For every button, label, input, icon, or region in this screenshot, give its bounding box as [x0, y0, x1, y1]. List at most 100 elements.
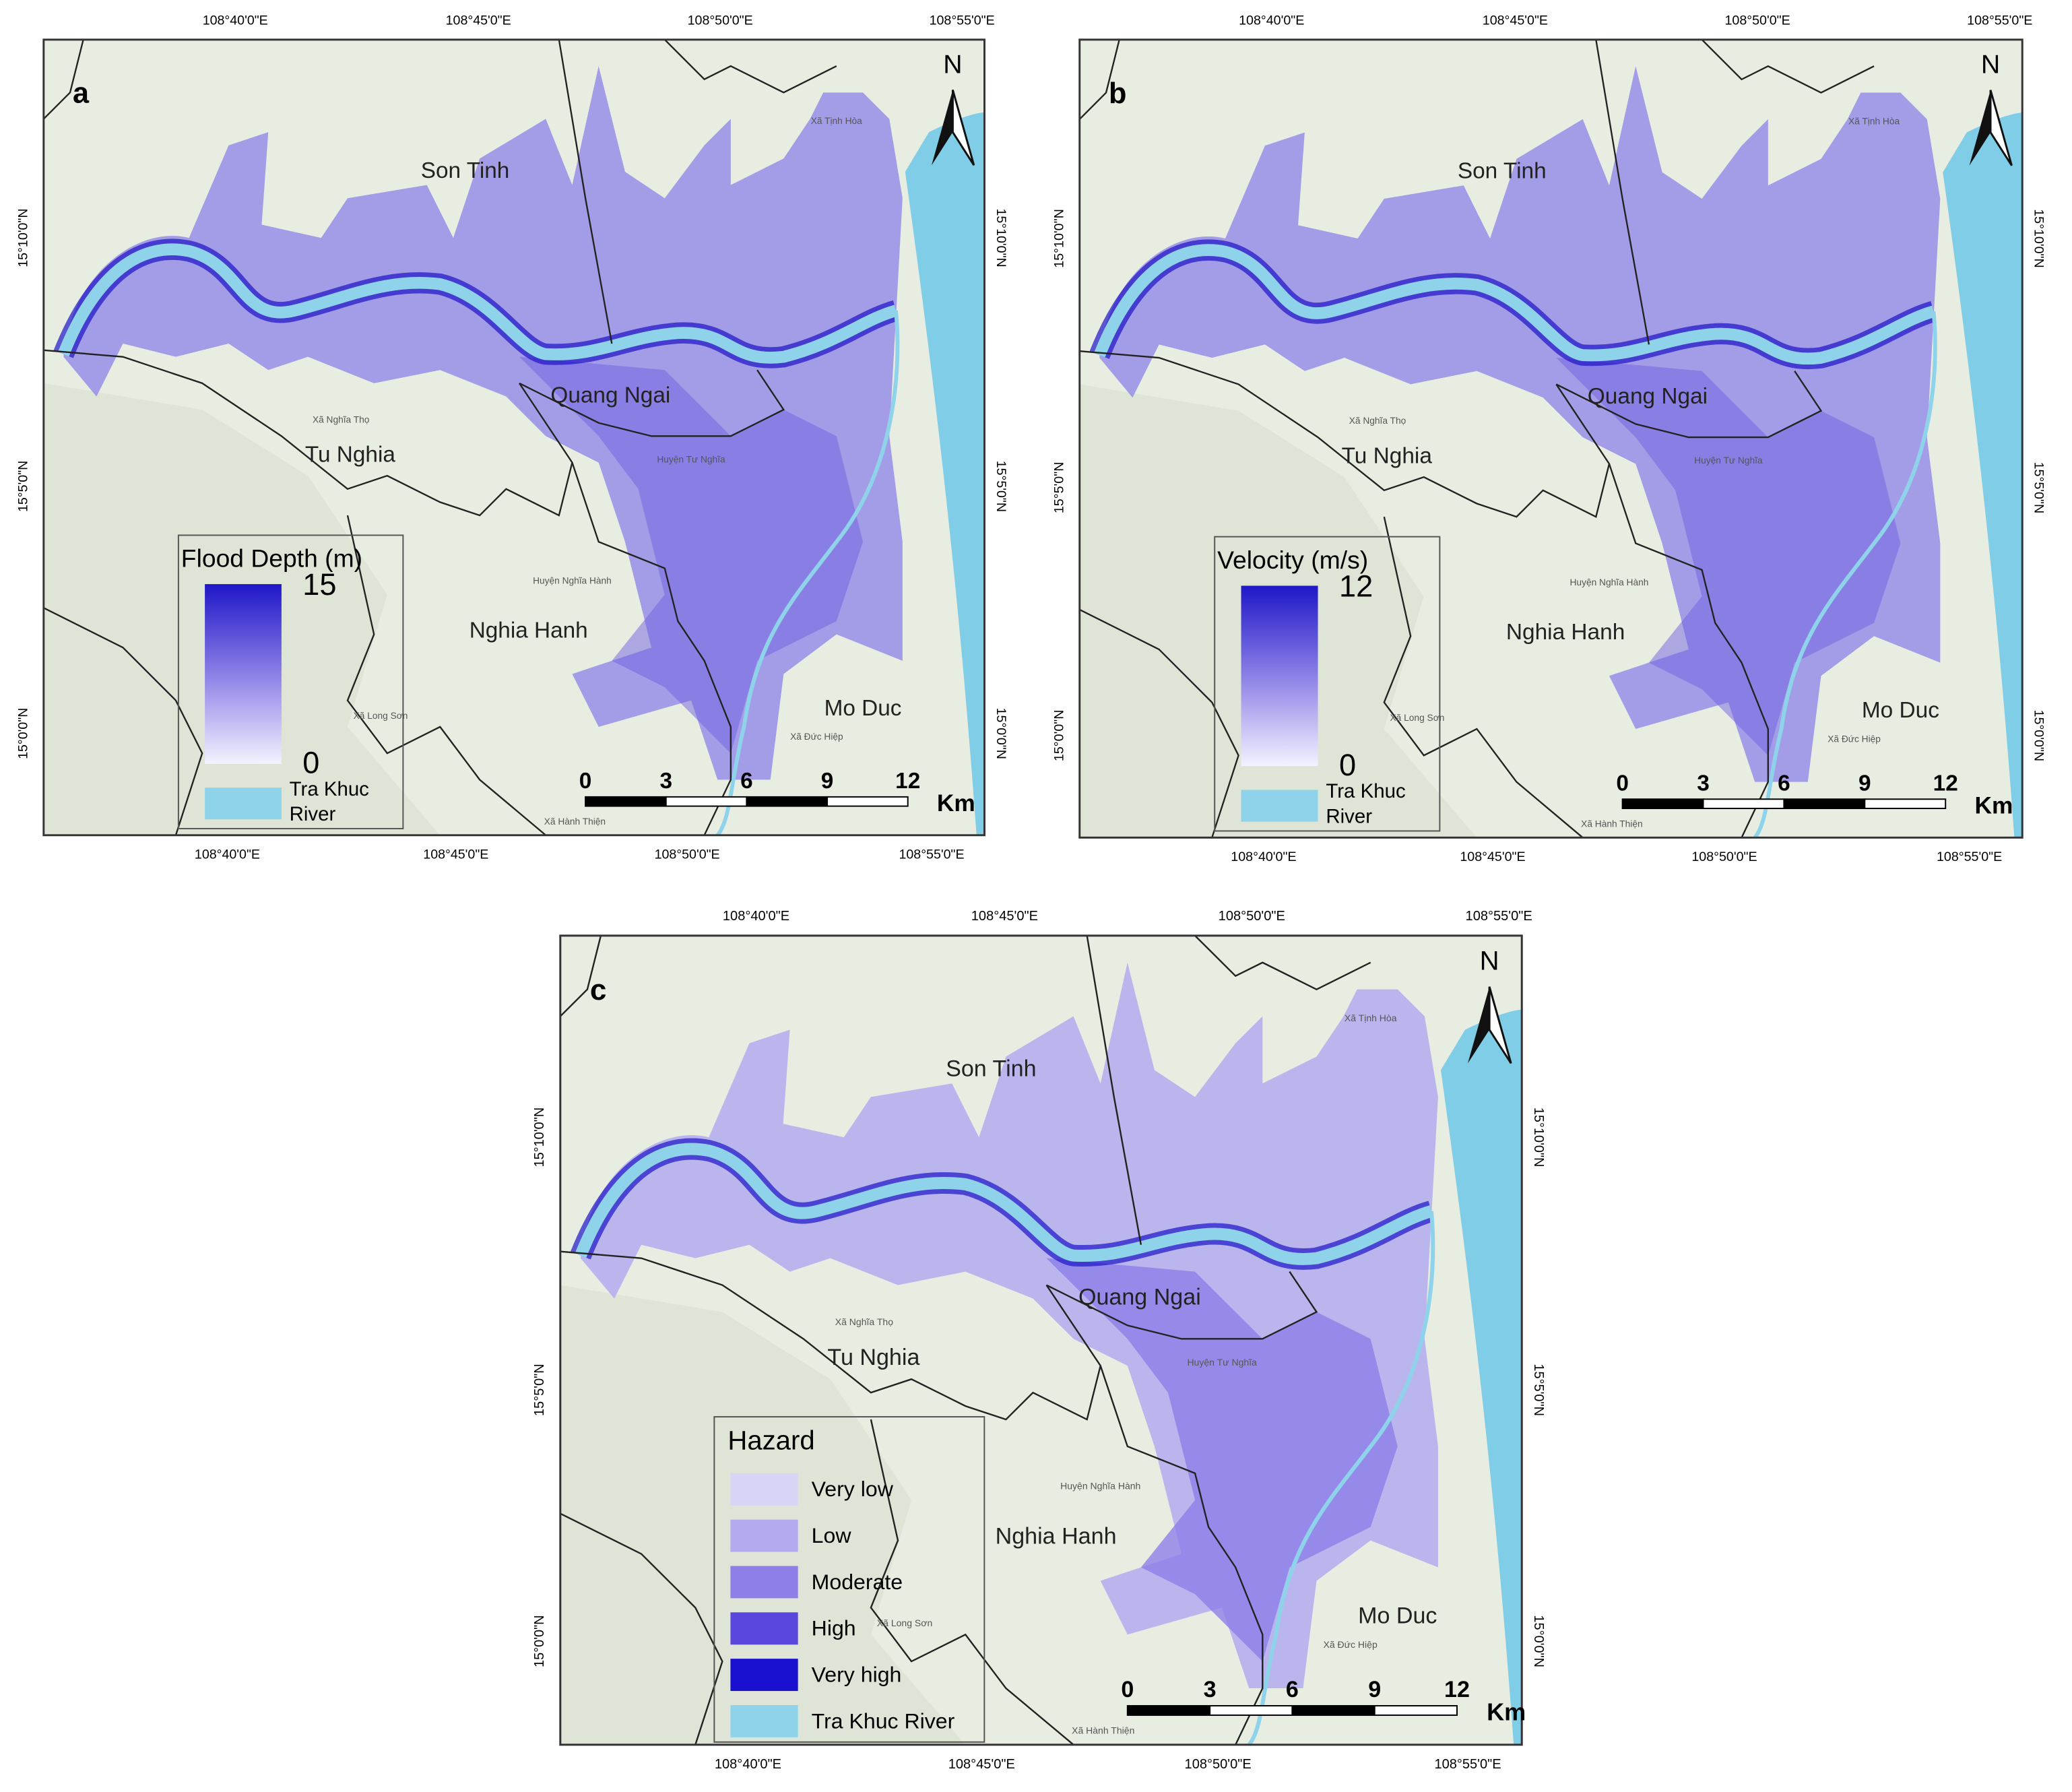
- boundary: [663, 39, 837, 94]
- legend-class-label: Tra Khuc River: [812, 1708, 955, 1733]
- scale-label: 12: [1444, 1677, 1470, 1702]
- latitude-label: 15°10'0"N: [1531, 1108, 1546, 1167]
- scale-segment: [1373, 1704, 1458, 1716]
- scale-label: 3: [1204, 1677, 1217, 1702]
- river: [58, 243, 898, 364]
- panel-label: a: [73, 77, 90, 110]
- boundary: [1608, 463, 1770, 838]
- place-label: Xã Đức Hiệp: [1323, 1639, 1378, 1650]
- longitude-label: 108°45'0"E: [1483, 13, 1548, 28]
- legend-box: [177, 534, 404, 829]
- legend-class-label: High: [812, 1616, 856, 1640]
- longitude-label: 108°45'0"E: [971, 909, 1038, 924]
- legend-river-label: River: [1326, 806, 1372, 828]
- ocean: [1440, 1009, 1522, 1745]
- latitude-label: 15°10'0"N: [994, 208, 1008, 267]
- longitude-label: 108°55'0"E: [1967, 13, 2032, 28]
- longitude-label: 108°50'0"E: [655, 847, 720, 862]
- scale-label: 12: [895, 769, 920, 794]
- place-label: Huyện Nghĩa Hành: [1570, 577, 1649, 587]
- boundary: [559, 935, 602, 1017]
- river-east: [715, 310, 900, 837]
- north-arrow: [1969, 90, 1991, 166]
- legend-class-label: Very low: [812, 1477, 894, 1501]
- river-east: [1753, 311, 1937, 839]
- latitude-label: 15°10'0"N: [1051, 209, 1066, 267]
- north-arrow: [932, 90, 953, 166]
- scale-segment: [1864, 798, 1947, 810]
- district-label: Quang Ngai: [1078, 1285, 1201, 1310]
- latitude-label: 15°0'0"N: [1531, 1615, 1546, 1667]
- legend-class-label: Low: [812, 1523, 852, 1547]
- scale-label: 9: [1368, 1677, 1381, 1702]
- longitude-label: 108°50'0"E: [688, 13, 753, 28]
- legend-box: [713, 1416, 985, 1743]
- legend-ramp: [1241, 585, 1318, 767]
- place-label: Xã Nghĩa Thọ: [835, 1316, 893, 1327]
- scale-label: 3: [659, 769, 672, 794]
- place-label: Xã Long Sơn: [1390, 713, 1445, 723]
- scale-segment: [1783, 798, 1866, 810]
- map-panel: b Son Tinh Quang Ngai Tu Nghia Nghia Hanh Mo …: [1051, 13, 2046, 864]
- north-arrow: [1488, 986, 1512, 1064]
- legend-river-label: River: [290, 803, 336, 825]
- latitude-label: 15°5'0"N: [532, 1364, 547, 1416]
- legend-swatch: [730, 1473, 798, 1506]
- boundary: [1078, 39, 1120, 120]
- district-label: Quang Ngai: [1588, 384, 1708, 409]
- place-label: Huyện Nghĩa Hành: [1060, 1481, 1140, 1492]
- place-label: Xã Hành Thiện: [544, 817, 606, 827]
- district-label: Son Tinh: [421, 158, 510, 183]
- scale-unit: Km: [1974, 792, 2013, 819]
- boundary: [558, 39, 613, 344]
- longitude-label: 108°55'0"E: [930, 13, 995, 28]
- district-label: Mo Duc: [1862, 698, 1939, 723]
- latitude-label: 15°10'0"N: [16, 208, 31, 267]
- longitude-label: 108°55'0"E: [1466, 909, 1532, 924]
- legend-box: [1214, 536, 1441, 832]
- ocean: [905, 112, 985, 835]
- boundary: [1555, 371, 1823, 439]
- longitude-label: 108°45'0"E: [423, 847, 488, 862]
- map-panel: c Son Tinh Quang Ngai Tu Nghia Nghia Hanh Mo …: [532, 909, 1546, 1772]
- place-label: Huyện Tư Nghĩa: [1187, 1357, 1257, 1368]
- scale-unit: Km: [1487, 1698, 1526, 1726]
- boundary: [870, 1419, 1074, 1746]
- longitude-label: 108°40'0"E: [715, 1757, 781, 1772]
- boundary: [1701, 39, 1875, 94]
- longitude-label: 108°45'0"E: [948, 1757, 1015, 1772]
- latitude-label: 15°10'0"N: [2032, 209, 2046, 267]
- river: [1093, 244, 1936, 365]
- north-arrow: [951, 89, 975, 166]
- scale-label: 6: [1286, 1677, 1299, 1702]
- hazard-moderate: [1046, 1258, 1398, 1662]
- legend-swatch: [730, 1519, 798, 1552]
- scale-segment: [827, 796, 909, 807]
- district-label: Nghia Hanh: [470, 618, 588, 643]
- boundary: [1595, 39, 1650, 345]
- map-frame: [42, 38, 985, 837]
- place-label: Xã Nghĩa Thọ: [1349, 416, 1406, 426]
- legend-title: Flood Depth (m): [181, 544, 362, 573]
- district-label: Tu Nghia: [1342, 443, 1433, 468]
- district-label: Tu Nghia: [827, 1345, 919, 1370]
- place-label: Xã Hành Thiện: [1072, 1725, 1134, 1736]
- legend-swatch: [1241, 790, 1318, 822]
- boundary: [1045, 1271, 1318, 1340]
- place-label: Xã Long Sơn: [877, 1618, 932, 1628]
- terrain: [560, 1285, 966, 1745]
- legend-swatch: [730, 1659, 798, 1692]
- boundary: [1086, 935, 1142, 1245]
- latitude-label: 15°5'0"N: [994, 461, 1008, 512]
- district-label: Mo Duc: [824, 696, 902, 721]
- scale-label: 12: [1933, 771, 1958, 796]
- place-label: Xã Đức Hiệp: [1827, 734, 1881, 744]
- boundary: [1383, 516, 1584, 839]
- boundary: [560, 1250, 1102, 1421]
- boundary: [43, 607, 203, 836]
- flood-core: [1556, 358, 1901, 756]
- scale-segment: [1126, 1704, 1211, 1716]
- scale-label: 0: [1616, 771, 1629, 796]
- legend-class-label: Very high: [812, 1663, 902, 1687]
